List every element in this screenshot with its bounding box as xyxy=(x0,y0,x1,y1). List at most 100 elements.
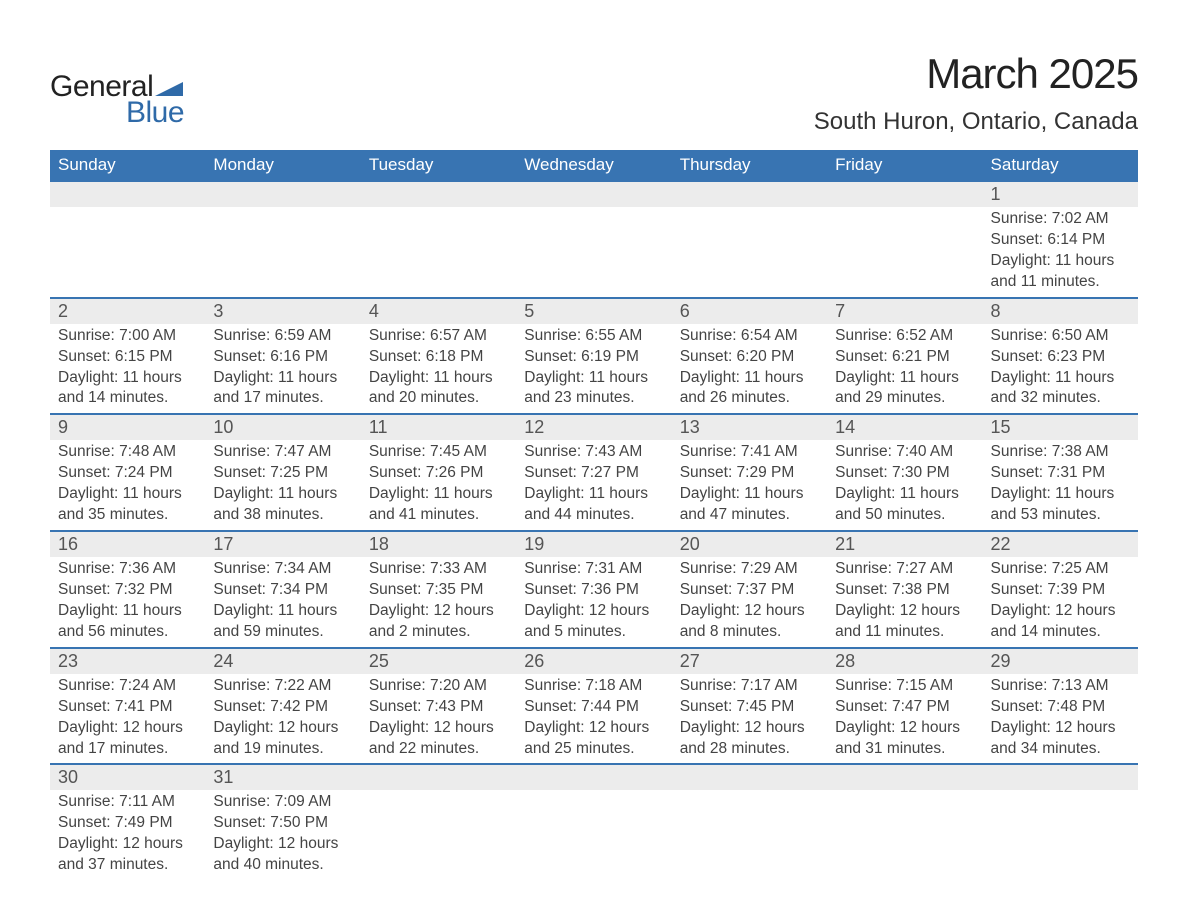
sunrise-line: Sunrise: 7:18 AM xyxy=(524,676,663,697)
day-number: 31 xyxy=(213,767,233,787)
sunrise-line: Sunrise: 7:11 AM xyxy=(58,792,197,813)
sunrise-line: Sunrise: 6:57 AM xyxy=(369,326,508,347)
day-number-cell xyxy=(361,764,516,790)
day-number-cell: 7 xyxy=(827,298,982,324)
day-number-cell: 27 xyxy=(672,648,827,674)
day-number-cell: 19 xyxy=(516,531,671,557)
sunset-line: Sunset: 6:21 PM xyxy=(835,347,974,368)
day-number-cell: 28 xyxy=(827,648,982,674)
brand-logo: General Blue xyxy=(50,70,184,130)
day-data-cell: Sunrise: 6:57 AMSunset: 6:18 PMDaylight:… xyxy=(361,324,516,415)
sunrise-line: Sunrise: 6:50 AM xyxy=(991,326,1130,347)
sunset-line: Sunset: 6:18 PM xyxy=(369,347,508,368)
sunrise-line: Sunrise: 7:25 AM xyxy=(991,559,1130,580)
daylight-line: Daylight: 12 hours and 11 minutes. xyxy=(835,601,974,643)
day-number: 22 xyxy=(991,534,1011,554)
day-data-row: Sunrise: 7:48 AMSunset: 7:24 PMDaylight:… xyxy=(50,440,1138,531)
day-data-cell: Sunrise: 7:27 AMSunset: 7:38 PMDaylight:… xyxy=(827,557,982,648)
day-data-cell xyxy=(516,790,671,880)
sunrise-line: Sunrise: 7:33 AM xyxy=(369,559,508,580)
sunrise-line: Sunrise: 6:59 AM xyxy=(213,326,352,347)
day-number: 2 xyxy=(58,301,68,321)
location-subtitle: South Huron, Ontario, Canada xyxy=(814,108,1138,136)
daylight-line: Daylight: 11 hours and 20 minutes. xyxy=(369,368,508,410)
day-number: 10 xyxy=(213,417,233,437)
day-data-cell xyxy=(516,207,671,298)
daylight-line: Daylight: 11 hours and 56 minutes. xyxy=(58,601,197,643)
daylight-line: Daylight: 11 hours and 35 minutes. xyxy=(58,484,197,526)
sunset-line: Sunset: 7:27 PM xyxy=(524,463,663,484)
day-data-cell: Sunrise: 7:33 AMSunset: 7:35 PMDaylight:… xyxy=(361,557,516,648)
day-number: 21 xyxy=(835,534,855,554)
sunrise-line: Sunrise: 7:36 AM xyxy=(58,559,197,580)
day-data-cell xyxy=(50,207,205,298)
sunset-line: Sunset: 7:25 PM xyxy=(213,463,352,484)
day-number-cell: 26 xyxy=(516,648,671,674)
day-number: 26 xyxy=(524,651,544,671)
day-number-cell: 9 xyxy=(50,414,205,440)
sunrise-line: Sunrise: 7:02 AM xyxy=(991,209,1130,230)
daylight-line: Daylight: 12 hours and 14 minutes. xyxy=(991,601,1130,643)
day-number: 25 xyxy=(369,651,389,671)
day-number: 16 xyxy=(58,534,78,554)
daylight-line: Daylight: 12 hours and 28 minutes. xyxy=(680,718,819,760)
month-title: March 2025 xyxy=(814,50,1138,98)
day-number: 20 xyxy=(680,534,700,554)
daylight-line: Daylight: 12 hours and 40 minutes. xyxy=(213,834,352,876)
weekday-header: Monday xyxy=(205,150,360,181)
daylight-line: Daylight: 11 hours and 41 minutes. xyxy=(369,484,508,526)
day-number: 11 xyxy=(369,417,388,437)
day-data-cell: Sunrise: 6:55 AMSunset: 6:19 PMDaylight:… xyxy=(516,324,671,415)
daylight-line: Daylight: 11 hours and 47 minutes. xyxy=(680,484,819,526)
day-number-cell xyxy=(361,181,516,207)
day-number-cell: 3 xyxy=(205,298,360,324)
day-data-cell: Sunrise: 6:50 AMSunset: 6:23 PMDaylight:… xyxy=(983,324,1138,415)
daylight-line: Daylight: 11 hours and 50 minutes. xyxy=(835,484,974,526)
day-data-cell: Sunrise: 7:02 AMSunset: 6:14 PMDaylight:… xyxy=(983,207,1138,298)
calendar-table: Sunday Monday Tuesday Wednesday Thursday… xyxy=(50,150,1138,880)
daylight-line: Daylight: 11 hours and 23 minutes. xyxy=(524,368,663,410)
day-number-cell xyxy=(827,181,982,207)
sunrise-line: Sunrise: 7:38 AM xyxy=(991,442,1130,463)
day-data-cell xyxy=(361,790,516,880)
day-number: 28 xyxy=(835,651,855,671)
day-number: 12 xyxy=(524,417,544,437)
day-data-cell xyxy=(672,207,827,298)
sunrise-line: Sunrise: 7:17 AM xyxy=(680,676,819,697)
day-number-cell xyxy=(672,764,827,790)
weekday-header: Thursday xyxy=(672,150,827,181)
daylight-line: Daylight: 11 hours and 44 minutes. xyxy=(524,484,663,526)
day-number: 30 xyxy=(58,767,78,787)
day-number-cell: 5 xyxy=(516,298,671,324)
day-data-cell: Sunrise: 7:41 AMSunset: 7:29 PMDaylight:… xyxy=(672,440,827,531)
brand-line2: Blue xyxy=(126,96,184,130)
day-number: 13 xyxy=(680,417,700,437)
daylight-line: Daylight: 11 hours and 53 minutes. xyxy=(991,484,1130,526)
sunset-line: Sunset: 7:37 PM xyxy=(680,580,819,601)
sunrise-line: Sunrise: 7:47 AM xyxy=(213,442,352,463)
day-data-cell: Sunrise: 6:52 AMSunset: 6:21 PMDaylight:… xyxy=(827,324,982,415)
sunrise-line: Sunrise: 7:40 AM xyxy=(835,442,974,463)
sunset-line: Sunset: 7:38 PM xyxy=(835,580,974,601)
day-number-row: 9101112131415 xyxy=(50,414,1138,440)
day-number: 4 xyxy=(369,301,379,321)
day-number-cell xyxy=(50,181,205,207)
sunrise-line: Sunrise: 7:00 AM xyxy=(58,326,197,347)
day-number: 9 xyxy=(58,417,68,437)
sunset-line: Sunset: 6:19 PM xyxy=(524,347,663,368)
sunset-line: Sunset: 7:24 PM xyxy=(58,463,197,484)
day-data-cell: Sunrise: 7:00 AMSunset: 6:15 PMDaylight:… xyxy=(50,324,205,415)
sunset-line: Sunset: 7:41 PM xyxy=(58,697,197,718)
day-number: 5 xyxy=(524,301,534,321)
day-number-cell: 29 xyxy=(983,648,1138,674)
daylight-line: Daylight: 12 hours and 17 minutes. xyxy=(58,718,197,760)
day-number-cell: 1 xyxy=(983,181,1138,207)
daylight-line: Daylight: 12 hours and 34 minutes. xyxy=(991,718,1130,760)
sunrise-line: Sunrise: 6:54 AM xyxy=(680,326,819,347)
day-data-cell: Sunrise: 7:25 AMSunset: 7:39 PMDaylight:… xyxy=(983,557,1138,648)
day-number-cell xyxy=(983,764,1138,790)
sunset-line: Sunset: 6:23 PM xyxy=(991,347,1130,368)
day-number: 7 xyxy=(835,301,845,321)
day-number-cell: 6 xyxy=(672,298,827,324)
day-data-cell: Sunrise: 7:13 AMSunset: 7:48 PMDaylight:… xyxy=(983,674,1138,765)
